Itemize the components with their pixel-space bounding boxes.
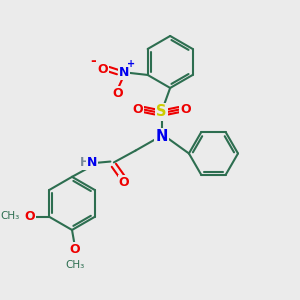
Text: N: N [119, 66, 129, 79]
Text: +: + [127, 59, 135, 69]
Text: O: O [24, 210, 35, 223]
Text: S: S [156, 104, 167, 119]
Text: CH₃: CH₃ [66, 260, 85, 271]
Text: O: O [97, 63, 108, 76]
Text: N: N [155, 129, 168, 144]
Text: O: O [119, 176, 129, 189]
Text: O: O [132, 103, 143, 116]
Text: CH₃: CH₃ [1, 211, 20, 221]
Text: O: O [180, 103, 191, 116]
Text: O: O [70, 243, 80, 256]
Text: N: N [87, 156, 98, 169]
Text: H: H [80, 156, 89, 169]
Text: O: O [112, 87, 123, 100]
Text: -: - [90, 54, 96, 68]
